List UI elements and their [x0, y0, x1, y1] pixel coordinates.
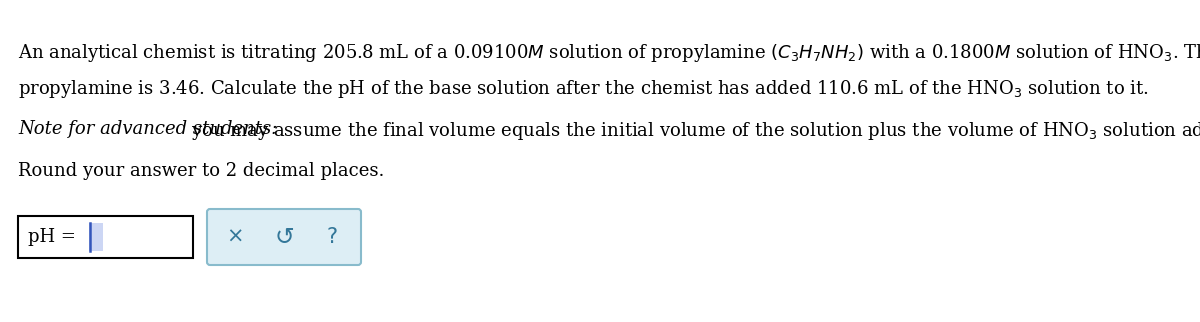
Text: propylamine is 3.46. Calculate the pH of the base solution after the chemist has: propylamine is 3.46. Calculate the pH of…: [18, 78, 1148, 100]
Text: ?: ?: [326, 227, 337, 247]
Text: An analytical chemist is titrating 205.8 mL of a 0.09100$M$ solution of propylam: An analytical chemist is titrating 205.8…: [18, 42, 1200, 64]
Text: ×: ×: [227, 227, 244, 247]
Text: pH =: pH =: [28, 228, 82, 246]
FancyBboxPatch shape: [208, 209, 361, 265]
Bar: [89, 223, 103, 251]
Text: you may assume the final volume equals the initial volume of the solution plus t: you may assume the final volume equals t…: [191, 120, 1200, 142]
Bar: [18, 216, 193, 258]
Text: Round your answer to 2 decimal places.: Round your answer to 2 decimal places.: [18, 162, 384, 180]
Text: ↺: ↺: [274, 225, 294, 249]
Text: Note for advanced students:: Note for advanced students:: [18, 120, 283, 138]
